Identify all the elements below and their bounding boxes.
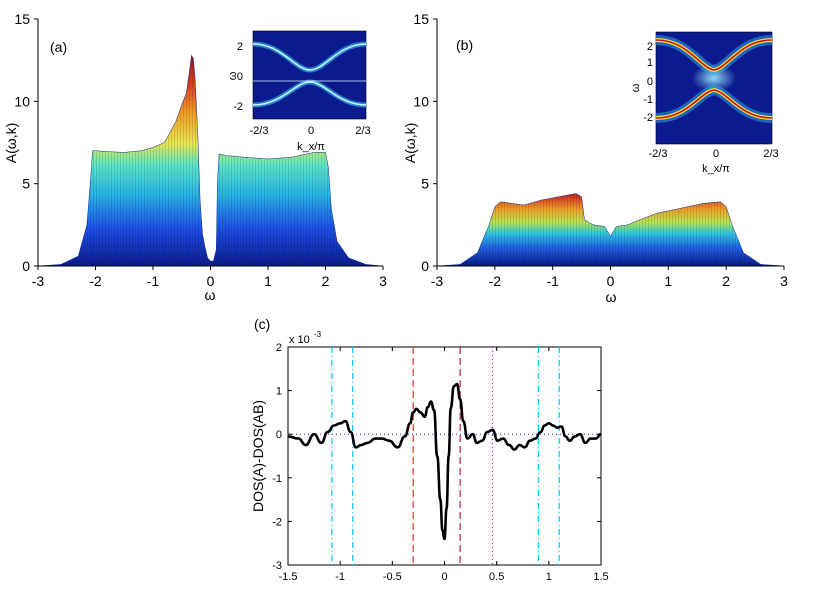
panel-label-c: (c) [254, 316, 270, 332]
inset-y-tick-a-0: 2 [237, 41, 243, 53]
panel-a: -3 -2 -1 0 1 2 3 0 5 10 15 (a) ω A(ω,k) 2 0 -2 -2… [3, 11, 387, 303]
reference-lines-c [331, 347, 560, 565]
inset-band-upper-core-a [252, 43, 367, 71]
y-axis-label-b: A(ω,k) [402, 123, 418, 163]
y-tick-label-b: 10 [413, 93, 429, 109]
scale-label-c: x 10 [289, 334, 310, 346]
x-axis-label-b: ω [606, 289, 617, 305]
inset-y-label-b: ω [630, 83, 642, 92]
scale-exponent-c: -3 [314, 330, 322, 339]
panel-c: -1.5 -1 -0.5 0 0.5 1 1.5 -3 -2 -1 0 1 2 (c) x 10 -3… [250, 316, 609, 583]
x-tick-label-a: 0 [207, 273, 215, 289]
x-tick-label-a: -3 [32, 273, 45, 289]
y-tick-label-a: 0 [22, 258, 30, 274]
x-tick-label-a: -1 [147, 273, 160, 289]
panel-label-b: (b) [456, 37, 473, 53]
x-tick-label-b: -1 [546, 273, 559, 289]
inset-x-label-a: k_x/π [297, 141, 325, 153]
x-tick-label-c: -1 [335, 571, 345, 583]
y-tick-label-b: 5 [421, 176, 429, 192]
y-tick-label-c: 0 [276, 429, 282, 441]
inset-x-tick-b-2: 2/3 [763, 148, 778, 160]
x-tick-label-c: 1 [546, 571, 552, 583]
inset-b: 2 1 0 -1 -2 -2/3 0 2/3 k_x/π ω [630, 31, 779, 175]
inset-band-lower-core-a [252, 81, 367, 106]
inset-band-upper-core-b [655, 39, 773, 71]
inset-y-tick-a-2: -2 [233, 101, 243, 113]
inset-y-tick-a-1: 0 [237, 71, 243, 83]
x-tick-label-a: -2 [89, 273, 102, 289]
inset-center-glow-b [692, 64, 736, 92]
x-axis-label-a: ω [205, 287, 216, 303]
inset-y-tick-b-1: 1 [647, 57, 653, 69]
y-ticks-c: -3 -2 -1 0 1 2 [272, 342, 601, 572]
inset-x-tick-a-0: -2/3 [250, 125, 269, 137]
x-tick-label-c: -1.5 [279, 571, 298, 583]
y-tick-label-a: 10 [14, 93, 30, 109]
inset-y-label-a: ω [227, 71, 239, 80]
y-tick-label-c: -3 [272, 560, 282, 572]
inset-x-tick-b-0: -2/3 [649, 148, 668, 160]
x-tick-label-c: 0.5 [489, 571, 504, 583]
inset-x-tick-a-2: 2/3 [355, 125, 370, 137]
x-tick-label-c: 1.5 [593, 571, 608, 583]
inset-y-tick-b-3: -1 [643, 94, 653, 106]
spectral-hatch-a [38, 55, 383, 267]
y-axis-label-a: A(ω,k) [3, 123, 19, 163]
x-tick-label-a: 1 [264, 273, 272, 289]
x-tick-label-b: -3 [431, 273, 444, 289]
y-tick-label-a: 15 [14, 11, 30, 27]
x-ticks-c: -1.5 -1 -0.5 0 0.5 1 1.5 [279, 347, 609, 583]
y-tick-label-c: 1 [276, 386, 282, 398]
inset-plot-a [252, 30, 367, 120]
y-tick-label-c: 2 [276, 342, 282, 354]
y-tick-label-b: 15 [413, 11, 429, 27]
y-tick-label-c: -2 [272, 516, 282, 528]
x-tick-label-c: 0 [441, 571, 447, 583]
x-tick-label-c: -0.5 [383, 571, 402, 583]
y-ticks-a: 0 5 10 15 [14, 11, 38, 274]
inset-x-label-b: k_x/π [702, 163, 730, 175]
y-tick-label-c: -1 [272, 473, 282, 485]
x-tick-label-b: -2 [489, 273, 502, 289]
inset-a: 2 0 -2 -2/3 0 2/3 k_x/π ω [227, 30, 371, 153]
dos-difference-line [287, 382, 602, 541]
y-tick-label-b: 0 [421, 258, 429, 274]
inset-y-tick-b-4: -2 [643, 112, 653, 124]
inset-y-tick-b-0: 2 [647, 41, 653, 53]
y-tick-label-a: 5 [22, 176, 30, 192]
x-ticks-b: -3 -2 -1 0 1 2 3 [431, 266, 788, 289]
spectral-hatch-b [437, 193, 784, 266]
x-tick-label-b: 3 [780, 273, 788, 289]
x-tick-label-a: 3 [379, 273, 387, 289]
x-tick-label-a: 2 [322, 273, 330, 289]
inset-x-tick-b-1: 0 [713, 148, 719, 160]
panel-label-a: (a) [50, 39, 67, 55]
y-ticks-b: 0 5 10 15 [413, 11, 437, 274]
x-tick-label-b: 2 [722, 273, 730, 289]
x-tick-label-b: 0 [607, 273, 615, 289]
inset-band-lower-core-b [655, 89, 773, 119]
x-tick-label-b: 1 [664, 273, 672, 289]
y-axis-label-c: DOS(A)-DOS(AB) [250, 400, 266, 512]
inset-y-tick-b-2: 0 [647, 76, 653, 88]
x-ticks-a: -3 -2 -1 0 1 2 3 [32, 266, 387, 289]
inset-x-tick-a-1: 0 [308, 125, 314, 137]
